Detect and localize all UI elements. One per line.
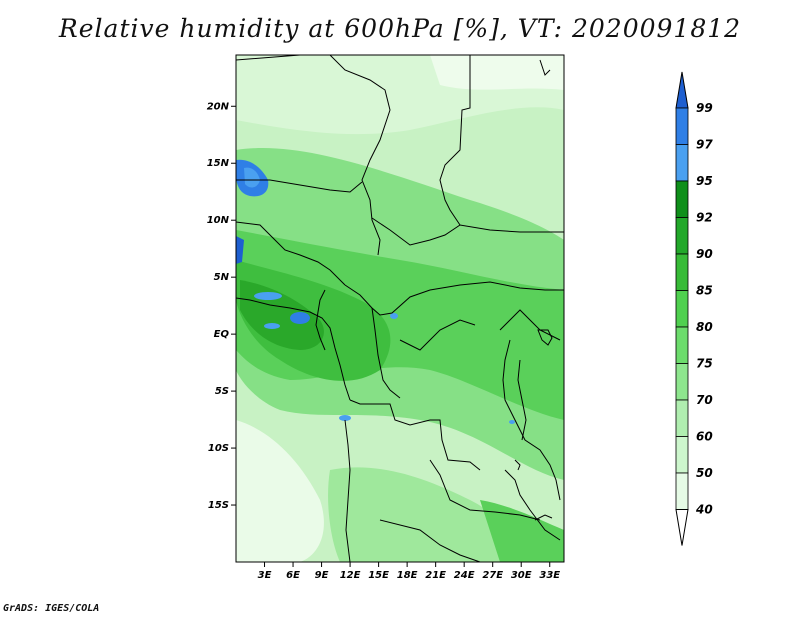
colorbar-label: 75 — [696, 357, 713, 371]
lon-tick-label: 9E — [315, 570, 329, 581]
lon-tick-label: 6E — [286, 570, 300, 581]
colorbar-segment — [675, 217, 689, 255]
humidity-field — [236, 55, 564, 562]
lon-tick-label: 3E — [258, 570, 272, 581]
latitude-axis: 20N 15N 10N 5N EQ 5S 10S 15S — [207, 101, 236, 511]
longitude-axis: 3E 6E 9E 12E 15E 18E 21E 24E 27E 30E 33E — [258, 562, 560, 581]
lat-tick-label: 10S — [208, 443, 229, 454]
colorbar-segment — [675, 144, 689, 182]
lon-tick-label: 30E — [511, 570, 532, 581]
colorbar-segment — [675, 436, 689, 474]
colorbar-segment — [675, 326, 689, 364]
colorbar-segment — [675, 472, 689, 510]
colorbar: 99 97 95 92 90 85 80 75 70 60 50 40 — [675, 71, 713, 546]
lon-tick-label: 12E — [340, 570, 361, 581]
colorbar-label: 60 — [696, 430, 713, 444]
colorbar-label: 90 — [696, 247, 713, 261]
colorbar-segment — [675, 290, 689, 328]
colorbar-bottom-arrow — [675, 509, 689, 546]
plot-frame — [235, 54, 565, 563]
colorbar-label: 40 — [695, 503, 713, 517]
lon-tick-label: 21E — [425, 570, 446, 581]
colorbar-label: 92 — [696, 211, 713, 225]
colorbar-label: 85 — [696, 284, 713, 298]
colorbar-label: 70 — [696, 393, 713, 407]
lat-tick-label: 20N — [207, 101, 230, 112]
colorbar-segment — [675, 107, 689, 145]
lat-tick-label: 10N — [207, 215, 230, 226]
lon-tick-label: 15E — [368, 570, 389, 581]
colorbar-label: 80 — [696, 320, 713, 334]
colorbar-label: 50 — [696, 466, 713, 480]
colorbar-segment — [675, 399, 689, 437]
colorbar-label: 99 — [696, 101, 713, 115]
lon-tick-label: 27E — [482, 570, 503, 581]
grads-credit: GrADS: IGES/COLA — [3, 603, 100, 614]
lat-tick-label: 5S — [215, 386, 229, 397]
colorbar-top-arrow — [675, 71, 689, 109]
lon-tick-label: 33E — [539, 570, 560, 581]
lat-tick-label: EQ — [214, 329, 230, 340]
colorbar-segment — [675, 363, 689, 401]
lon-tick-label: 18E — [397, 570, 418, 581]
lat-tick-label: 5N — [214, 272, 230, 283]
map-title: Relative humidity at 600hPa [%], VT: 202… — [58, 14, 742, 43]
colorbar-segment — [675, 180, 689, 218]
colorbar-label: 95 — [696, 174, 713, 188]
country-borders — [236, 55, 564, 562]
lon-tick-label: 24E — [454, 570, 475, 581]
lat-tick-label: 15N — [207, 158, 230, 169]
colorbar-segment — [675, 253, 689, 291]
lat-tick-label: 15S — [208, 500, 229, 511]
colorbar-label: 97 — [696, 138, 713, 152]
